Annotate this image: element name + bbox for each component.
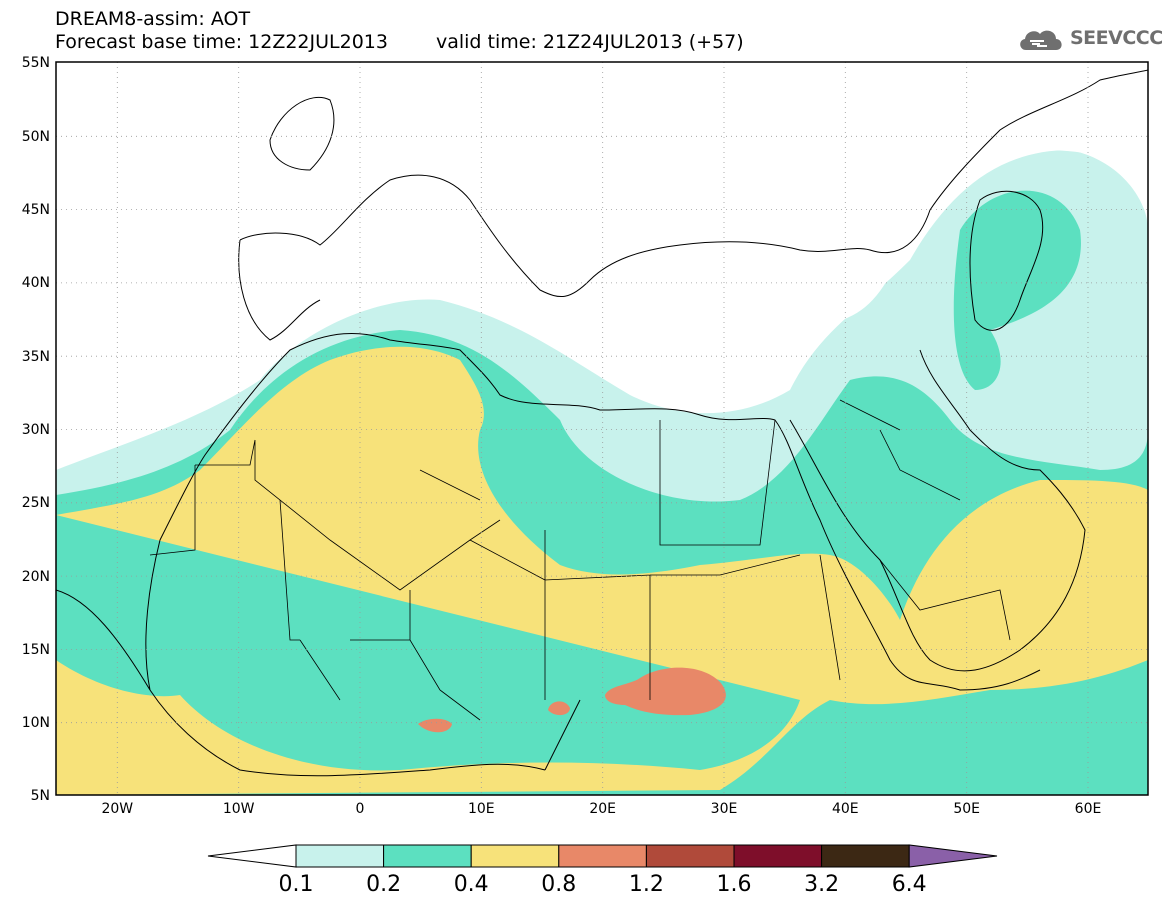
colorbar-swatch — [558, 844, 647, 868]
lon-label: 10E — [468, 801, 495, 817]
lon-axis: 20W 10W 0 10E 20E 30E 40E 50E 60E — [101, 801, 1101, 817]
colorbar-label: 6.4 — [892, 872, 927, 897]
coastline-africa — [56, 333, 1041, 777]
colorbar — [207, 844, 998, 868]
lat-label: 25N — [22, 495, 50, 511]
colorbar-label: 0.4 — [454, 872, 489, 897]
grid — [56, 62, 1148, 795]
lon-label: 60E — [1075, 801, 1102, 817]
aot-band-0.8 — [418, 667, 726, 733]
lat-label: 50N — [22, 129, 50, 145]
coastline-caspian — [969, 190, 1044, 331]
lat-label: 10N — [22, 715, 50, 731]
borders — [149, 399, 1011, 721]
lon-label: 20E — [589, 801, 616, 817]
colorbar-swatch — [295, 844, 385, 868]
lon-label: 50E — [953, 801, 980, 817]
colorbar-label: 1.6 — [717, 872, 752, 897]
lon-label: 0 — [356, 801, 365, 817]
lat-axis: 55N 50N 45N 40N 35N 30N 25N 20N 15N 10N … — [22, 55, 50, 804]
colorbar-under-arrow — [207, 844, 297, 868]
coastlines — [56, 69, 1148, 777]
colorbar-label: 0.1 — [279, 872, 314, 897]
lat-label: 35N — [22, 349, 50, 365]
lat-label: 30N — [22, 422, 50, 438]
colorbar-swatch — [733, 844, 823, 868]
colorbar-label: 0.2 — [366, 872, 401, 897]
lon-label: 30E — [711, 801, 738, 817]
colorbar-swatch — [821, 844, 910, 868]
colorbar-swatch — [470, 844, 560, 868]
aot-band-0.4 — [56, 346, 1148, 795]
cloud-icon — [1020, 30, 1062, 50]
coastline-europe — [238, 69, 1148, 341]
colorbar-label: 1.2 — [629, 872, 664, 897]
colorbar-swatch — [645, 844, 735, 868]
colorbar-label: 3.2 — [804, 872, 839, 897]
clean-air-region — [56, 62, 1148, 455]
lat-label: 40N — [22, 275, 50, 291]
valid-time: valid time: 21Z24JUL2013 (+57) — [435, 31, 744, 53]
lat-label: 5N — [31, 788, 50, 804]
lon-label: 40E — [832, 801, 859, 817]
map-frame — [55, 61, 1149, 796]
aot-field — [56, 62, 1148, 795]
colorbar-swatch — [383, 844, 472, 868]
lon-label: 10W — [223, 801, 255, 817]
colorbar-label: 0.8 — [541, 872, 576, 897]
logo-text: SEEVCCC — [1070, 27, 1163, 49]
lat-label: 45N — [22, 202, 50, 218]
map-title: DREAM8-assim: AOT — [55, 8, 251, 30]
lat-label: 55N — [22, 55, 50, 71]
base-time: Forecast base time: 12Z22JUL2013 — [55, 31, 388, 53]
colorbar-labels: 0.1 0.2 0.4 0.8 1.2 1.6 3.2 6.4 — [279, 872, 927, 897]
lat-label: 15N — [22, 642, 50, 658]
lat-label: 20N — [22, 569, 50, 585]
lon-label: 20W — [101, 801, 133, 817]
map-subtitle: Forecast base time: 12Z22JUL2013 valid ti… — [55, 31, 744, 53]
colorbar-over-arrow — [908, 844, 998, 868]
coastline-britain — [269, 96, 335, 171]
